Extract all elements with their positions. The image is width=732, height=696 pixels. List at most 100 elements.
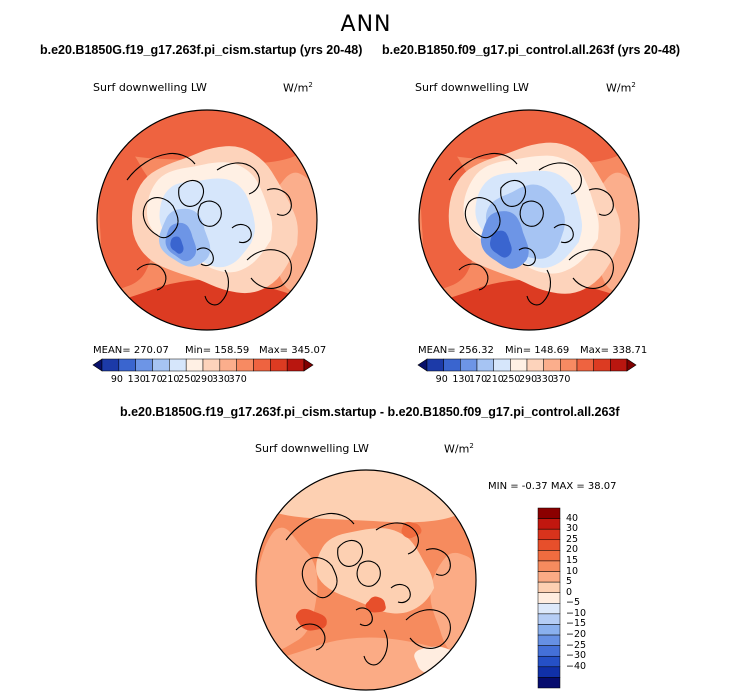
field-contour (256, 470, 476, 523)
left-case-title: b.e20.B1850G.f19_g17.263f.pi_cism.startu… (40, 43, 363, 57)
map-boundary (418, 109, 640, 331)
field-contour (170, 236, 184, 254)
coastline (196, 247, 214, 267)
field-contour (97, 279, 317, 330)
colorbar-tick-label: 170 (469, 374, 488, 385)
colorbar-swatch (537, 592, 561, 604)
coastline (285, 512, 355, 541)
difference-variable-label: Surf downwelling LW (255, 442, 369, 455)
right-min-stat: Min= 148.69 (505, 345, 570, 356)
colorbar-tick-label: 0 (566, 586, 573, 598)
field-contour (414, 646, 460, 675)
left-colorbar-ticks: 90 130 170 210 250 290 330 370 (93, 374, 313, 386)
coastline (588, 188, 614, 216)
colorbar-tick-label: 40 (566, 512, 579, 524)
coastline (301, 557, 338, 599)
colorbar-swatch (526, 358, 544, 372)
field-contour (419, 110, 639, 164)
colorbar-swatch (152, 358, 170, 372)
right-colorbar-ticks: 90 130 170 210 250 290 330 370 (418, 374, 636, 386)
coastline (246, 249, 292, 289)
map-field (256, 470, 476, 690)
left-units-label: W/m2 (283, 81, 313, 95)
colorbar-swatch (118, 358, 136, 372)
coastlines (448, 152, 614, 306)
colorbar-swatch (219, 358, 237, 372)
colorbar-tick-label: 330 (535, 374, 554, 385)
coastline (518, 247, 536, 267)
colorbar-tick-label: 90 (110, 374, 123, 385)
colorbar-swatch (537, 624, 561, 636)
figure-title: ANN (340, 12, 392, 37)
coastline (136, 263, 167, 291)
coastline (355, 607, 373, 627)
right-variable-label: Surf downwelling LW (415, 81, 529, 94)
coastline (231, 223, 252, 244)
colorbar-swatch (537, 655, 561, 668)
coastline (526, 269, 552, 306)
field-contour (97, 110, 317, 164)
colorbar-tick-label: 170 (144, 374, 163, 385)
coastline (197, 200, 222, 227)
colorbar-swatch (543, 358, 561, 372)
colorbar-swatch (286, 358, 305, 372)
colorbar-swatch (537, 603, 561, 615)
colorbar-swatch (443, 358, 461, 372)
coastline (390, 583, 411, 604)
colorbar-tick-label: 10 (566, 565, 579, 577)
coastline (295, 623, 326, 651)
coastline (538, 162, 582, 195)
map-field (97, 110, 317, 330)
colorbar-swatch (537, 634, 561, 646)
coastline (216, 162, 260, 195)
coastlines (285, 512, 451, 666)
colorbar-swatch (460, 358, 478, 372)
colorbar-tick-label: −25 (566, 639, 587, 651)
colorbar-swatch (537, 613, 561, 625)
coastlines (126, 152, 292, 306)
colorbar-swatch (135, 358, 153, 372)
colorbar-swatch (537, 560, 561, 572)
colorbar-min-arrow (417, 358, 428, 372)
colorbar-tick-label: 370 (228, 374, 247, 385)
difference-min-max-stat: MIN = -0.37 MAX = 38.07 (488, 481, 617, 492)
coastline (405, 609, 451, 649)
colorbar-tick-label: 30 (566, 523, 579, 535)
colorbar-tick-label: 250 (178, 374, 197, 385)
right-polar-map (418, 109, 640, 331)
left-colorbar (92, 358, 314, 372)
colorbar-swatch (476, 358, 494, 372)
colorbar-tick-label: −15 (566, 618, 587, 630)
right-case-title: b.e20.B1850.f09_g17.pi_control.all.263f … (382, 43, 681, 57)
colorbar-tick-label: 15 (566, 554, 579, 566)
coastline (126, 152, 196, 181)
colorbar-swatch (537, 666, 561, 678)
left-min-stat: Min= 158.59 (185, 345, 250, 356)
right-max-stat: Max= 338.71 (580, 345, 648, 356)
coastline (204, 269, 230, 306)
coastline (464, 197, 501, 239)
colorbar-tick-label: 130 (452, 374, 471, 385)
difference-units-label: W/m2 (444, 442, 474, 456)
coastline (519, 200, 544, 227)
colorbar-swatch (202, 358, 221, 372)
colorbar-swatch (537, 581, 561, 593)
colorbar-tick-label: 330 (211, 374, 230, 385)
field-contour (316, 528, 435, 614)
coastline (375, 522, 419, 555)
colorbar-tick-label: 210 (161, 374, 180, 385)
coastline (337, 539, 363, 567)
field-contour (490, 230, 512, 258)
colorbar-tick-label: 210 (485, 374, 504, 385)
field-contour (365, 596, 386, 613)
colorbar-min-arrow (92, 358, 103, 372)
colorbar-swatch (576, 358, 594, 372)
colorbar-tick-label: −10 (566, 607, 587, 619)
right-colorbar (417, 358, 637, 372)
colorbar-swatch (101, 358, 120, 372)
coastline (448, 152, 518, 181)
difference-colorbar-ticks: 40 30 25 20 15 10 5 0 −5 −10 −15 −20 −25 −30 −40 (566, 508, 596, 688)
coastline (142, 197, 179, 239)
colorbar-tick-label: −30 (566, 650, 587, 662)
colorbar-tick-label: 20 (566, 544, 579, 556)
